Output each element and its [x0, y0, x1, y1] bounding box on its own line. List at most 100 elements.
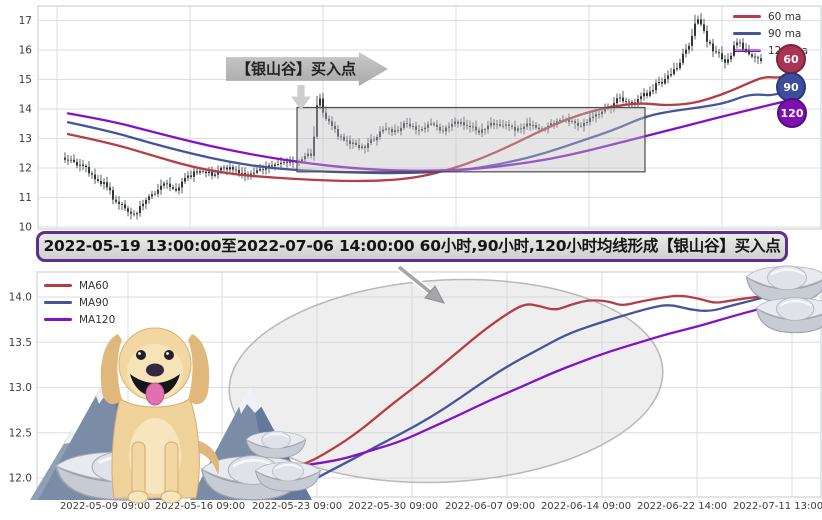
candle-body [718, 52, 720, 54]
candle-body [433, 123, 435, 125]
candle-body [733, 45, 735, 56]
candle-body [391, 129, 393, 133]
candle-body [490, 122, 492, 126]
candle-body [535, 125, 537, 128]
candle-body [301, 159, 303, 162]
candle-body [619, 97, 621, 99]
candle-body [616, 98, 618, 104]
candle-body [319, 98, 321, 106]
candle-body [115, 199, 117, 202]
candle-body [400, 127, 402, 132]
candle-body [646, 92, 648, 96]
candle-body [136, 213, 138, 215]
candle-body [655, 83, 657, 91]
candle-body [151, 194, 153, 197]
bottom-x-tick: 2022-05-23 09:00 [252, 501, 342, 512]
candle-body [439, 126, 441, 131]
top-y-tick: 13 [19, 133, 32, 145]
candle-body [637, 99, 639, 103]
candle-body [694, 23, 696, 36]
candle-body [148, 196, 150, 200]
candle-body [94, 174, 96, 180]
candle-body [256, 170, 258, 173]
candle-body [667, 75, 669, 79]
candle-body [304, 156, 306, 160]
candle-body [262, 169, 264, 170]
candle-body [328, 118, 330, 122]
bottom-legend-label: MA90 [79, 296, 109, 309]
candle-body [523, 126, 525, 130]
candle-body [466, 125, 468, 127]
candle-body [382, 129, 384, 132]
bottom-legend-label: MA120 [79, 313, 116, 326]
candle-body [526, 123, 528, 127]
candle-body [64, 157, 66, 160]
candle-body [724, 59, 726, 63]
candle-body [259, 169, 261, 171]
top-legend-swatch [733, 15, 761, 18]
candle-body [307, 153, 309, 157]
candle-body [67, 159, 69, 161]
ma-badge-60: 60 [776, 44, 806, 74]
candle-body [748, 50, 750, 55]
candle-body [271, 165, 273, 167]
candle-body [415, 126, 417, 130]
candle-body [442, 130, 444, 132]
candle-body [250, 173, 252, 175]
bottom-x-tick: 2022-05-30 09:00 [348, 501, 438, 512]
candle-body [550, 123, 552, 126]
charts-layer: 10 11 12 13 14 15 16 17 12.0 12.5 13.0 13.5 14.0 2022… [9, 5, 822, 512]
bottom-y-tick: 13.5 [9, 337, 32, 349]
bottom-ma-line [281, 288, 797, 472]
candle-body [112, 190, 114, 200]
candle-body [103, 182, 105, 184]
candle-body [97, 179, 99, 181]
candle-body [364, 146, 366, 149]
candle-body [157, 189, 159, 194]
candle-body [343, 136, 345, 141]
bottom-legend-item: MA60 [44, 277, 115, 294]
candle-body [652, 90, 654, 92]
candle-body [451, 124, 453, 127]
valley-ellipse [228, 278, 664, 484]
candle-body [703, 24, 705, 31]
candle-body [322, 98, 324, 113]
candle-body [397, 130, 399, 132]
candle-body [424, 127, 426, 130]
candle-body [289, 162, 291, 163]
bottom-x-tick: 2022-06-22 14:00 [637, 501, 727, 512]
golden-retriever-puppy [100, 327, 220, 504]
candle-body [169, 183, 171, 188]
candle-body [379, 131, 381, 137]
top-y-tick: 14 [19, 104, 33, 116]
candle-body [340, 136, 342, 138]
candle-body [193, 171, 195, 177]
candle-body [484, 129, 486, 131]
candle-body [727, 59, 729, 63]
candle-body [538, 127, 540, 130]
candle-body [316, 105, 318, 137]
ma-badge-120: 120 [777, 98, 807, 128]
candle-body [430, 123, 432, 125]
buy-point-ribbon-label: 【银山谷】买入点 [236, 60, 357, 78]
candle-body [700, 19, 702, 25]
candle-body [199, 171, 201, 173]
candle-body [511, 125, 513, 127]
candle-body [571, 121, 573, 122]
bottom-legend: MA60 MA90 MA120 [44, 277, 115, 328]
candle-body [223, 167, 225, 169]
bottom-legend-label: MA60 [79, 279, 109, 292]
candle-body [628, 101, 630, 103]
candle-body [109, 187, 111, 191]
candle-body [682, 53, 684, 63]
candle-body [346, 140, 348, 142]
candle-body [715, 51, 717, 53]
candle-body [184, 177, 186, 182]
candle-body [100, 180, 102, 184]
candle-body [139, 206, 141, 214]
candle-body [211, 171, 213, 176]
candle-body [385, 128, 387, 130]
bottom-x-tick: 2022-05-09 09:00 [60, 501, 150, 512]
candle-body [124, 204, 126, 209]
candle-body [502, 125, 504, 127]
